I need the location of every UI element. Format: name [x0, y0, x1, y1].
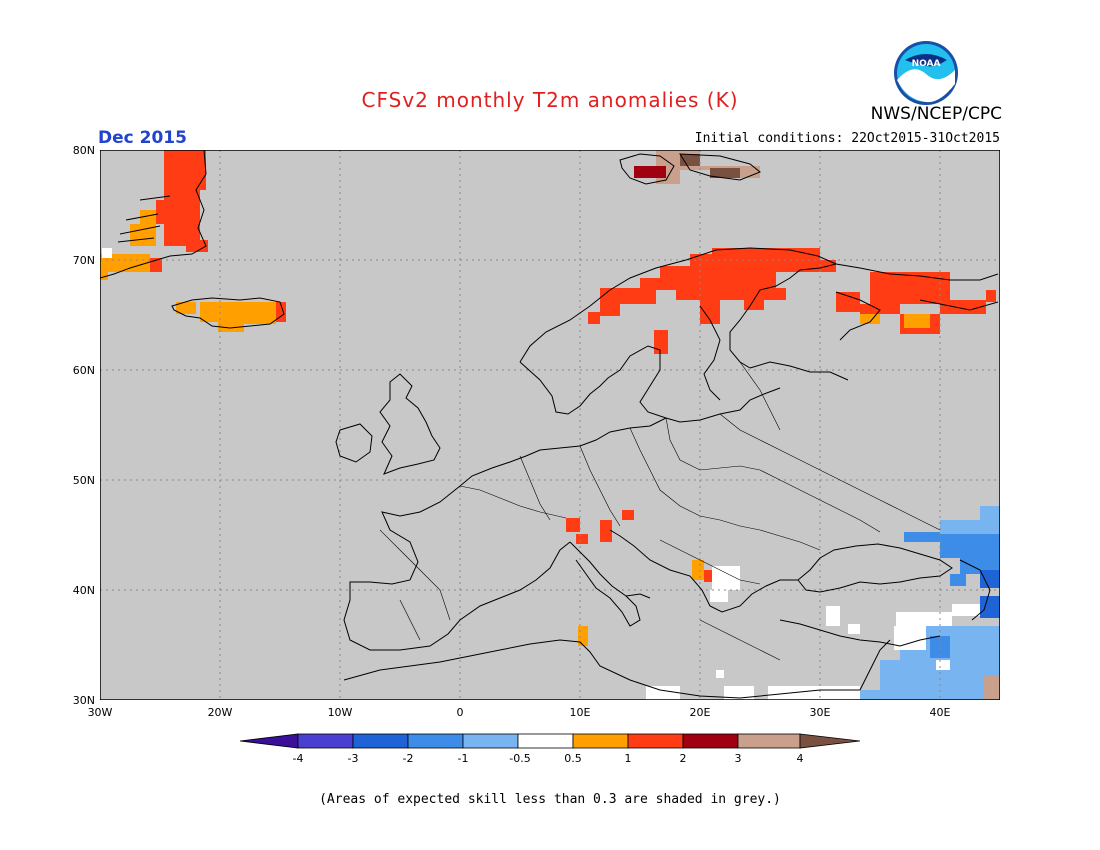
colorbar-label: -4	[292, 752, 304, 765]
colorbar-label: -1	[457, 752, 469, 765]
skill-footnote: (Areas of expected skill less than 0.3 a…	[319, 792, 781, 807]
lat-label: 80N	[72, 144, 95, 157]
lon-label: 0	[456, 706, 464, 719]
colorbar-label: 3	[734, 752, 742, 765]
colorbar	[240, 733, 860, 749]
anomaly-map	[100, 150, 1000, 700]
coastlines	[100, 150, 999, 699]
lon-label: 30W	[87, 706, 113, 719]
lon-label: 40E	[929, 706, 951, 719]
lon-label: 10W	[327, 706, 353, 719]
borders	[379, 361, 941, 661]
lon-label: 30E	[809, 706, 831, 719]
map-title: CFSv2 monthly T2m anomalies (K)	[361, 88, 739, 112]
colorbar-label: 1	[624, 752, 632, 765]
lat-label: 70N	[72, 254, 95, 267]
logo-text: NOAA	[912, 59, 941, 69]
lat-label: 40N	[72, 584, 95, 597]
lon-label: 20E	[689, 706, 711, 719]
lat-label: 30N	[72, 694, 95, 707]
colorbar-label: 2	[679, 752, 687, 765]
colorbar-low-arrow	[240, 733, 299, 749]
colorbar-label: -3	[347, 752, 359, 765]
colorbar-high-arrow	[799, 733, 860, 749]
lon-label: 10E	[569, 706, 591, 719]
lat-label: 60N	[72, 364, 95, 377]
colorbar-label: 4	[796, 752, 804, 765]
initial-conditions: Initial conditions: 22Oct2015-31Oct2015	[694, 131, 1000, 146]
forecast-month: Dec 2015	[98, 128, 187, 148]
graticule	[100, 150, 1000, 700]
colorbar-label: 0.5	[564, 752, 582, 765]
noaa-logo-icon: NOAA	[894, 41, 958, 105]
lat-label: 50N	[72, 474, 95, 487]
map-background	[100, 150, 1000, 700]
agency-label: NWS/NCEP/CPC	[870, 104, 1002, 124]
colorbar-label: -0.5	[509, 752, 531, 765]
colorbar-label: -2	[402, 752, 414, 765]
lon-label: 20W	[207, 706, 233, 719]
